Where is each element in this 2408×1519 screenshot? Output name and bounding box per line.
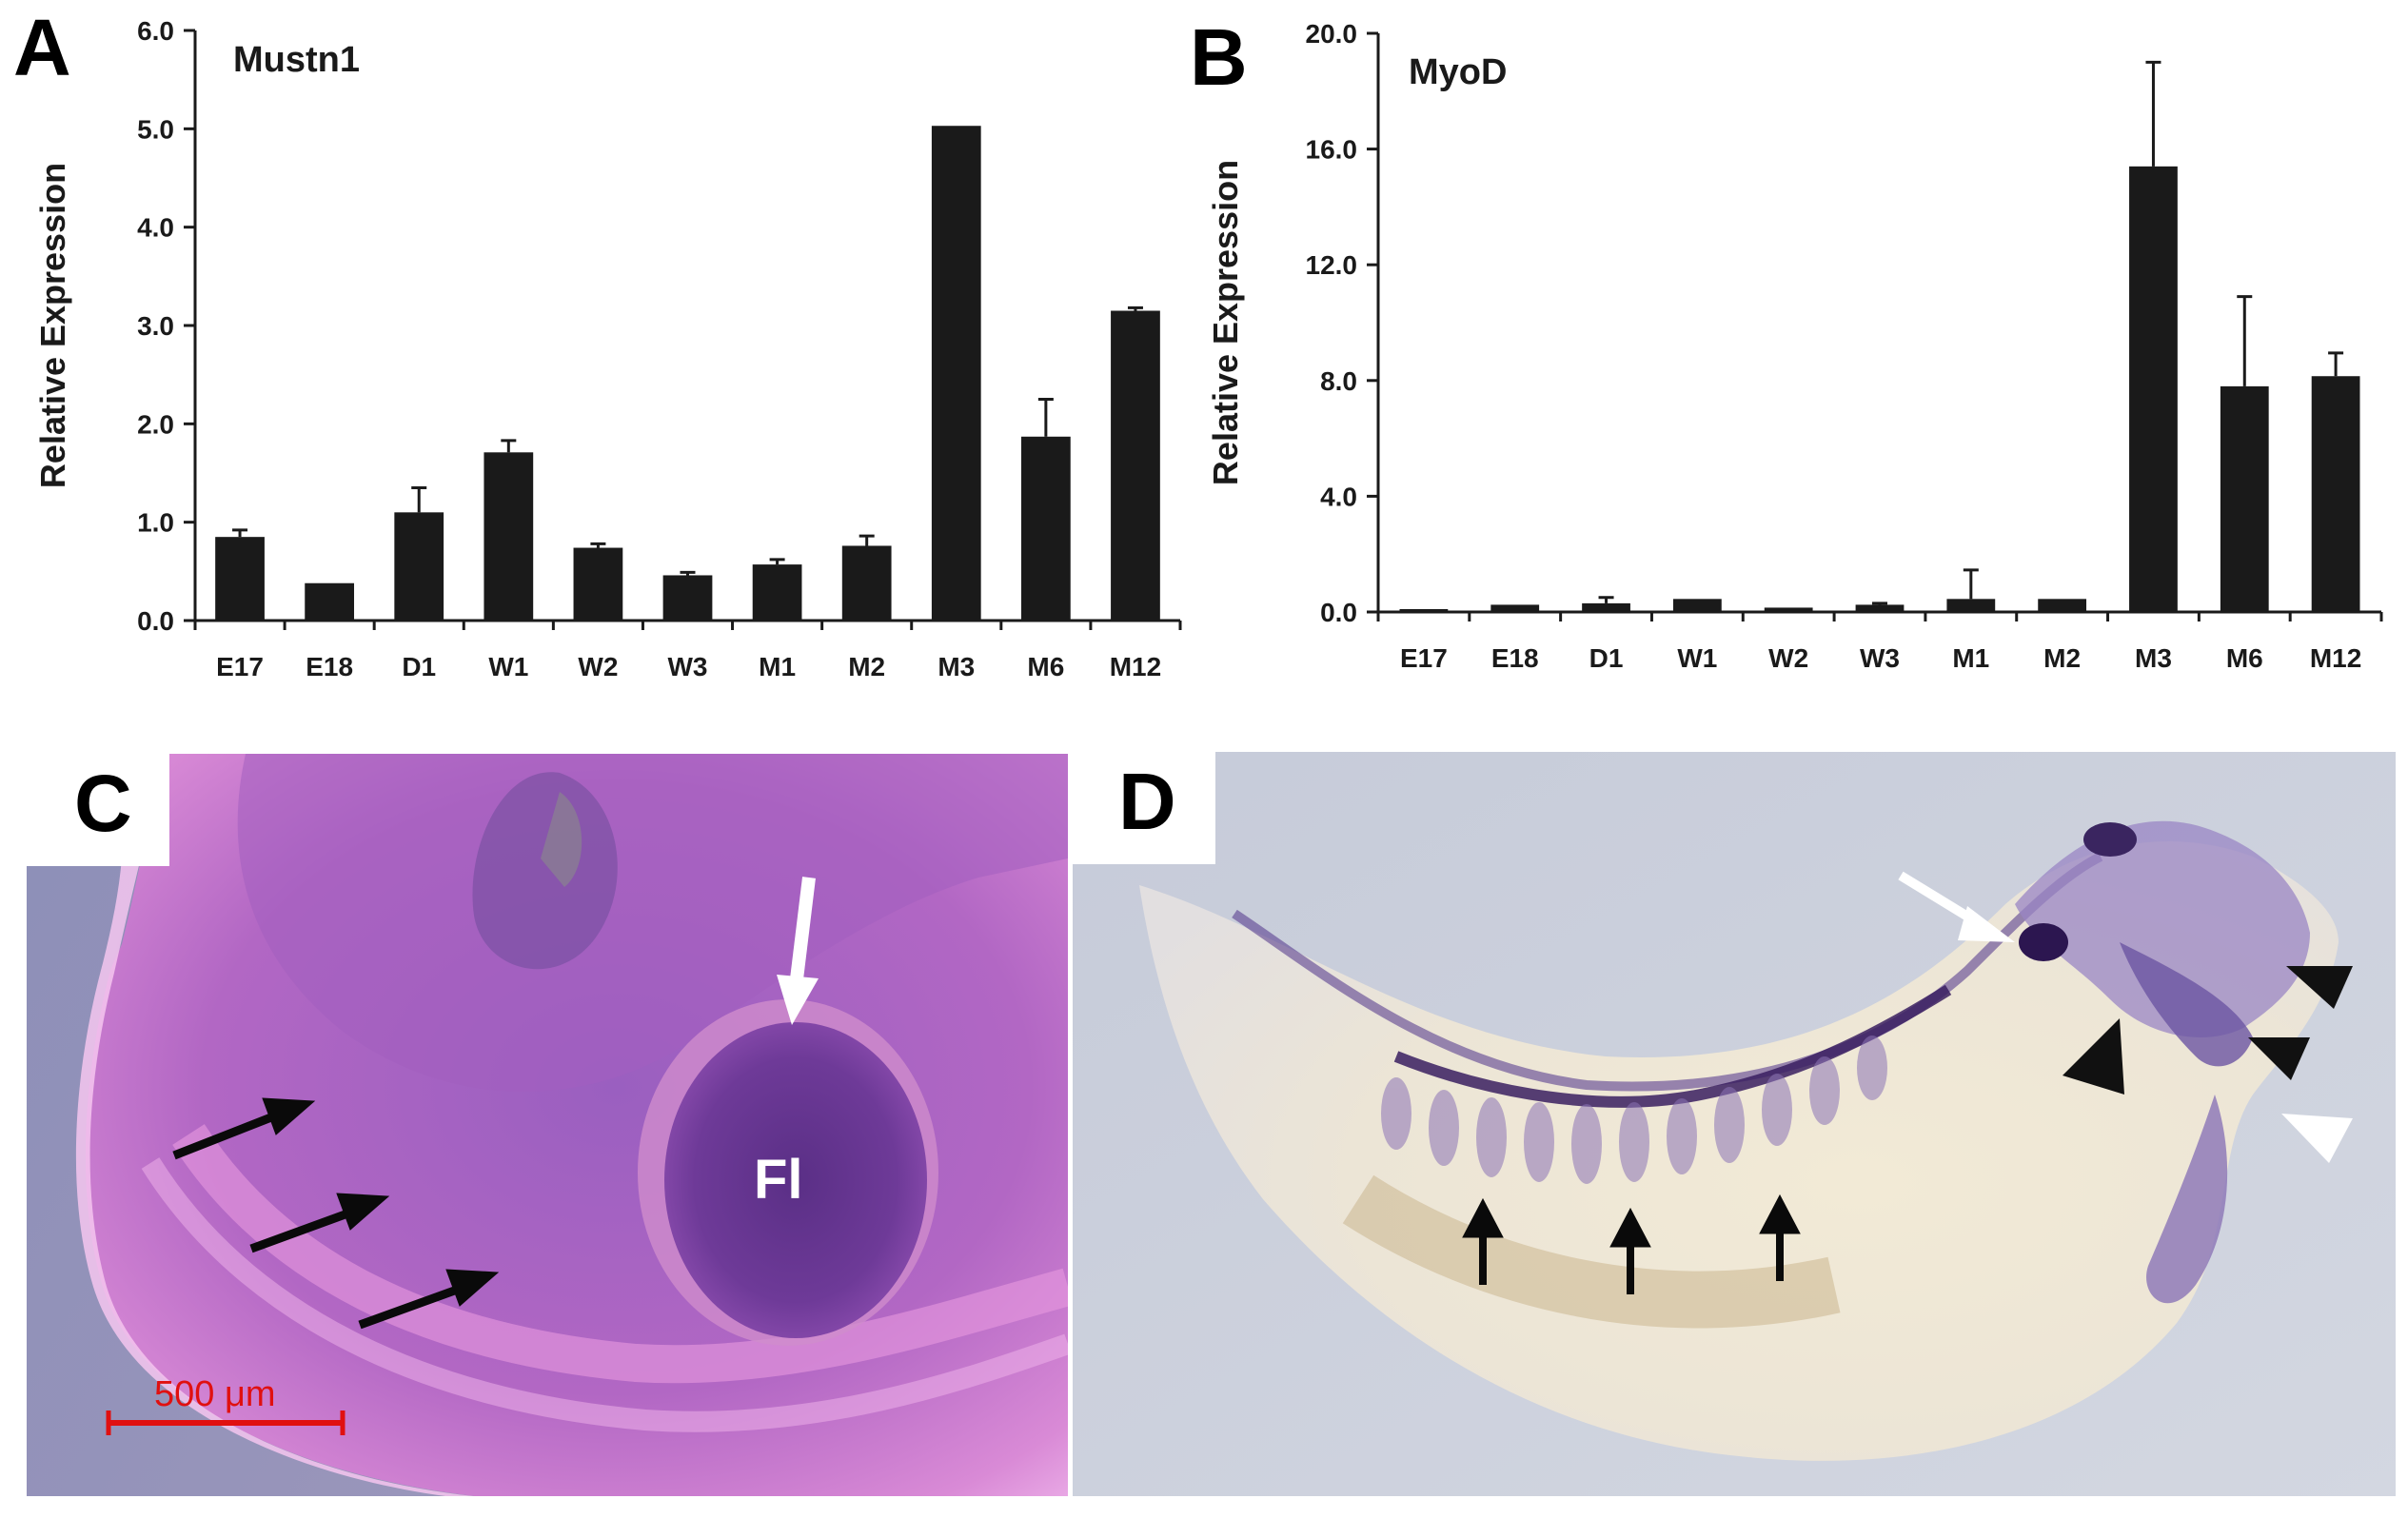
x-tick-label: D1 <box>1589 643 1624 673</box>
chart-myod: 0.0 4.0 8.0 12.0 16.0 20.0 E17 E18 D1 W1 W2 W3 M1 M2 M… <box>1206 19 2383 673</box>
chart-title: Mustn1 <box>233 40 360 80</box>
bar-m6 <box>2220 385 2269 612</box>
bar-m3 <box>2129 166 2178 612</box>
x-tick-label: M6 <box>2226 643 2263 673</box>
x-tick-label: M2 <box>2043 643 2081 673</box>
bar-m1 <box>752 564 802 621</box>
bar-e18 <box>1490 604 1540 612</box>
x-tick-label: E17 <box>1400 643 1448 673</box>
x-tick-label: M3 <box>938 652 975 681</box>
panel-letter-box-c <box>27 754 169 866</box>
white-arrow-icon <box>1898 871 2015 942</box>
scale-bar <box>106 1410 345 1435</box>
y-tick-label: 8.0 <box>1320 366 1357 396</box>
black-arrow-icon <box>172 1097 500 1330</box>
y-tick-label: 4.0 <box>137 213 174 243</box>
x-tick-label: E18 <box>306 652 353 681</box>
bar-e17 <box>215 537 265 621</box>
x-tick-label: E18 <box>1491 643 1539 673</box>
bar-w3 <box>662 575 713 621</box>
chart-title: MyoD <box>1409 52 1507 92</box>
bar-e17 <box>1399 608 1449 612</box>
y-tick-label: 0.0 <box>137 606 174 636</box>
bar-w2 <box>573 547 623 621</box>
x-tick-label: M12 <box>1110 652 1161 681</box>
y-tick-label: 4.0 <box>1320 482 1357 511</box>
y-axis-label: Relative Expression <box>1206 160 1245 485</box>
panel-letter-box-d <box>1073 752 1215 864</box>
forelimb-label: Fl <box>754 1149 803 1211</box>
y-tick-label: 20.0 <box>1306 19 1358 49</box>
black-arrowhead-icon <box>2063 966 2353 1095</box>
bar-m2 <box>2038 599 2087 612</box>
x-tick-label: M3 <box>2135 643 2172 673</box>
bar-m12 <box>2311 376 2360 612</box>
bar-m12 <box>1111 310 1160 621</box>
bar-m3 <box>931 126 981 621</box>
x-tick-label: D1 <box>402 652 436 681</box>
y-tick-label: 2.0 <box>137 409 174 439</box>
photo-panel-d: D <box>1073 752 2396 1496</box>
y-tick-label: 0.0 <box>1320 598 1357 627</box>
y-tick-label: 1.0 <box>137 508 174 538</box>
chart-mustn1: 0.0 1.0 2.0 3.0 4.0 5.0 6.0 E17 E18 D1 W1 W2 W3 M1 M2 M… <box>33 16 1182 681</box>
y-tick-label: 12.0 <box>1306 250 1358 280</box>
bar-w3 <box>1855 604 1905 612</box>
scale-bar-label: 500 μm <box>154 1374 276 1414</box>
panel-letter-d: D <box>1118 757 1176 846</box>
y-tick-label: 3.0 <box>137 311 174 341</box>
bar-w1 <box>484 452 534 621</box>
x-tick-label: E17 <box>216 652 264 681</box>
bar-d1 <box>394 512 444 621</box>
x-tick-label: W2 <box>578 652 618 681</box>
x-tick-label: W3 <box>668 652 708 681</box>
y-tick-label: 5.0 <box>137 114 174 144</box>
x-tick-label: M1 <box>1952 643 1989 673</box>
x-tick-label: W3 <box>1860 643 1900 673</box>
white-arrow-icon <box>777 877 819 1025</box>
panel-letter-c: C <box>74 759 132 848</box>
x-tick-label: M6 <box>1027 652 1064 681</box>
panel-letter-b: B <box>1190 12 1248 102</box>
bar-w1 <box>1672 599 1722 612</box>
bar-m2 <box>841 545 892 621</box>
x-tick-label: W1 <box>488 652 528 681</box>
x-tick-label: M2 <box>848 652 885 681</box>
y-tick-label: 6.0 <box>137 16 174 46</box>
x-tick-label: W2 <box>1768 643 1808 673</box>
y-tick-label: 16.0 <box>1306 135 1358 165</box>
bar-d1 <box>1582 602 1630 612</box>
bar-m1 <box>1946 599 1996 612</box>
x-tick-label: M1 <box>759 652 796 681</box>
black-arrow-icon <box>1462 1194 1801 1294</box>
y-axis-label: Relative Expression <box>33 163 72 488</box>
bar-m6 <box>1020 436 1071 621</box>
photo-panel-c: C Fl 500 μm <box>27 754 1068 1496</box>
panel-letter-a: A <box>13 3 71 92</box>
white-arrowhead-icon <box>2281 1114 2353 1163</box>
x-tick-label: M12 <box>2310 643 2361 673</box>
bar-w2 <box>1764 607 1813 612</box>
x-tick-label: W1 <box>1677 643 1717 673</box>
bar-e18 <box>305 582 355 621</box>
